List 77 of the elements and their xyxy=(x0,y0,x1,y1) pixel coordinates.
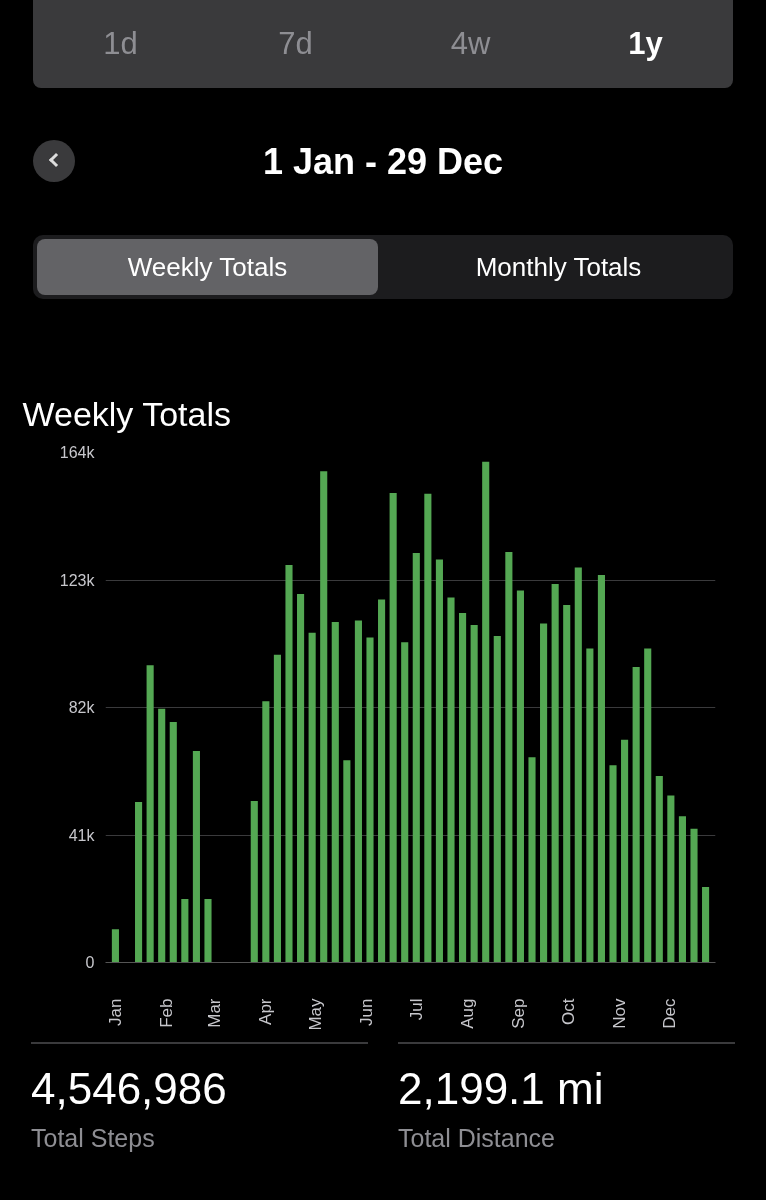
x-tick-label: May xyxy=(305,998,325,1031)
x-tick-label: Dec xyxy=(659,998,679,1029)
bar xyxy=(389,492,397,963)
bar xyxy=(262,701,270,963)
x-tick-label: Mar xyxy=(205,998,225,1028)
bar xyxy=(181,899,189,963)
bar xyxy=(644,648,652,963)
bar xyxy=(528,757,536,963)
bar xyxy=(204,899,212,963)
bar xyxy=(297,593,305,963)
x-tick-label: Aug xyxy=(458,998,478,1029)
x-tick-label: Jan xyxy=(105,998,125,1026)
x-tick-label: Sep xyxy=(509,998,529,1029)
bar xyxy=(609,765,617,963)
text: Total Steps xyxy=(31,1122,156,1154)
bar xyxy=(169,722,177,963)
bar xyxy=(586,648,594,963)
bar xyxy=(111,929,119,963)
bar xyxy=(135,802,143,963)
bar xyxy=(655,775,663,963)
chart-subtitle: 1 Jan - 29 Dec xyxy=(261,140,505,184)
bar xyxy=(505,552,513,963)
bar xyxy=(678,816,686,963)
text: 1d xyxy=(102,24,139,63)
bar xyxy=(493,635,501,963)
bar xyxy=(551,584,559,963)
y-tick-label: 164k xyxy=(59,444,96,461)
text: 2,199.1 mi xyxy=(398,1063,605,1115)
x-tick-label: Apr xyxy=(256,998,276,1025)
bar xyxy=(667,795,675,963)
y-tick-label: 0 xyxy=(85,954,95,971)
bar xyxy=(273,654,281,963)
bar xyxy=(459,612,467,963)
bar xyxy=(192,751,200,963)
x-tick-label: Feb xyxy=(157,998,177,1028)
bar xyxy=(516,590,524,963)
bar xyxy=(146,665,154,963)
bar xyxy=(447,597,455,963)
bar xyxy=(482,461,490,963)
bar xyxy=(597,575,605,963)
bar xyxy=(285,565,293,963)
chart-title: Weekly Totals xyxy=(22,394,231,433)
bar xyxy=(308,632,316,963)
bar xyxy=(401,642,409,963)
bar xyxy=(354,620,362,963)
bar xyxy=(702,886,710,963)
bar xyxy=(690,828,698,963)
bar xyxy=(366,637,374,963)
y-tick-label: 123k xyxy=(59,571,96,589)
text: 7d xyxy=(277,24,314,63)
bar xyxy=(563,604,571,963)
text: 4w xyxy=(449,24,492,63)
bar xyxy=(378,599,386,963)
bar xyxy=(320,471,328,963)
bar xyxy=(632,667,640,963)
bar xyxy=(621,739,629,963)
text: 1y xyxy=(627,24,664,63)
bar xyxy=(435,559,443,963)
x-tick-label: Jul xyxy=(406,998,426,1021)
bar xyxy=(158,708,166,963)
bar xyxy=(250,801,258,963)
x-tick-label: Oct xyxy=(558,998,578,1025)
x-tick-label: Nov xyxy=(610,998,630,1029)
text: Weekly Totals xyxy=(37,239,378,295)
bar xyxy=(424,493,432,963)
text: 4,546,986 xyxy=(31,1063,228,1115)
text: Total Distance xyxy=(398,1122,557,1154)
bar xyxy=(412,552,420,963)
bar xyxy=(540,623,548,963)
bar xyxy=(470,625,478,963)
text: Monthly Totals xyxy=(474,251,643,284)
bar xyxy=(331,621,339,963)
bar xyxy=(343,760,351,963)
y-tick-label: 41k xyxy=(68,826,96,844)
y-tick-label: 82k xyxy=(68,699,96,716)
bar xyxy=(574,567,582,963)
x-tick-label: Jun xyxy=(357,998,377,1026)
